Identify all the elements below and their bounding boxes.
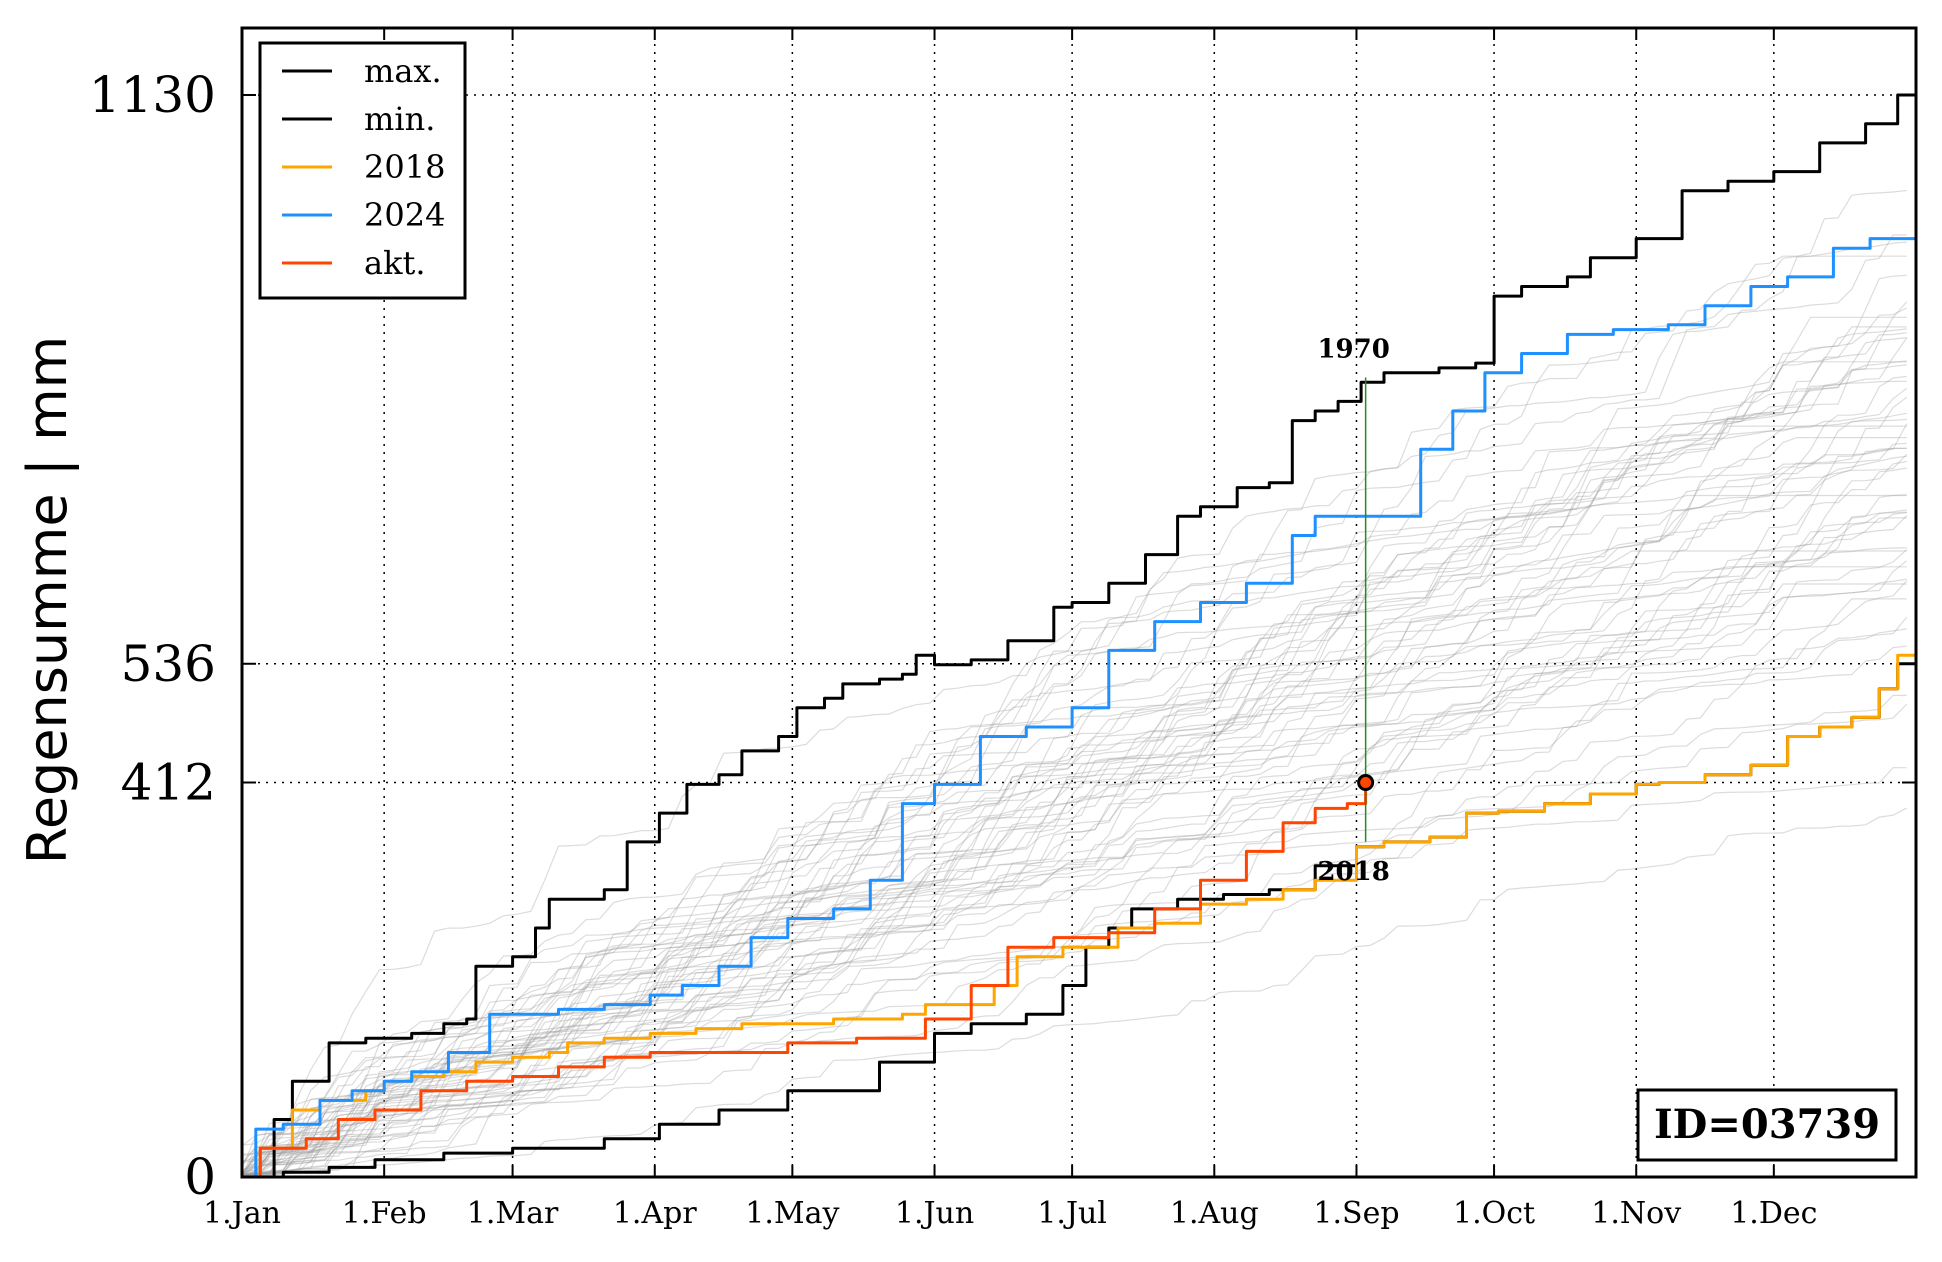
background-year-line <box>241 360 1907 1176</box>
background-year-line <box>241 547 1907 1164</box>
background-year-line <box>241 583 1907 1171</box>
axis-ticks: 1.Jan 1.Feb 1.Mar 1.Apr 1.May 1.Jun 1.Jul 1.Aug… <box>89 28 1916 1231</box>
y-tick-label: 536 <box>121 635 216 693</box>
background-year-line <box>241 442 1907 1177</box>
background-year-line <box>241 326 1907 1176</box>
legend-label: 2024 <box>364 196 445 234</box>
background-year-line <box>241 423 1908 1176</box>
annotations: 1970 2018 <box>1317 334 1389 886</box>
background-year-line <box>241 494 1907 1171</box>
background-year-line <box>241 255 1907 1178</box>
x-tick-label: 1.Mar <box>467 1196 559 1231</box>
background-year-line <box>241 412 1907 1177</box>
x-tick-label: 1.Dec <box>1730 1196 1817 1231</box>
background-year-line <box>241 694 1907 1177</box>
background-year-line <box>242 447 1907 1178</box>
background-year-line <box>241 517 1907 1178</box>
x-tick-label: 1.Sep <box>1313 1196 1399 1231</box>
background-year-line <box>241 703 1908 1176</box>
background-year-line <box>241 645 1907 1176</box>
background-year-line <box>241 307 1908 1146</box>
legend-frame <box>258 41 467 300</box>
id-text: ID=03739 <box>1654 1101 1880 1148</box>
x-tick-label: 1.Feb <box>342 1196 427 1231</box>
background-year-line <box>241 460 1907 1177</box>
background-year-line <box>241 512 1907 1172</box>
background-year-line <box>241 560 1908 1155</box>
legend-label: 2018 <box>364 148 445 186</box>
y-tick-label: 412 <box>121 754 216 812</box>
background-year-line <box>241 509 1907 1164</box>
background-year-line <box>242 566 1907 1177</box>
x-tick-label: 1.Jun <box>895 1196 974 1231</box>
series-line-max <box>242 93 1916 1179</box>
background-year-line <box>241 455 1907 1175</box>
legend-label: akt. <box>364 244 426 282</box>
id-box: ID=03739 <box>1636 1088 1898 1162</box>
background-year-line <box>241 361 1907 1175</box>
y-axis-label: Regensumme | mm <box>16 336 79 865</box>
series-line-2018 <box>242 645 1918 1179</box>
background-year-line <box>241 328 1907 1156</box>
x-tick-label: 1.Oct <box>1453 1196 1535 1231</box>
x-tick-label: 1.Jul <box>1037 1196 1107 1231</box>
background-year-line <box>241 332 1907 1177</box>
background-year-line <box>241 628 1907 1178</box>
background-year-line <box>241 364 1907 1175</box>
background-year-line <box>241 337 1908 1175</box>
background-year-line <box>241 234 1907 1177</box>
x-tick-label: 1.Jan <box>203 1196 281 1231</box>
background-year-line <box>241 418 1907 1178</box>
annotation-label: 1970 <box>1317 334 1389 364</box>
background-years <box>241 189 1908 1178</box>
background-year-line <box>241 380 1907 1176</box>
background-year-line <box>241 467 1907 1162</box>
x-tick-label: 1.Aug <box>1170 1196 1259 1231</box>
background-year-line <box>241 241 1907 1175</box>
background-year-line <box>241 616 1908 1176</box>
background-year-line <box>241 580 1908 1178</box>
background-year-line <box>241 301 1908 1176</box>
id-box-frame <box>1636 1088 1898 1162</box>
y-tick-label: 1130 <box>89 66 216 124</box>
background-year-line <box>241 515 1908 1177</box>
background-year-line <box>241 767 1907 1178</box>
background-year-line <box>241 598 1907 1177</box>
x-tick-label: 1.May <box>745 1196 839 1231</box>
legend-label: min. <box>364 100 435 138</box>
background-year-line <box>241 807 1908 1178</box>
background-year-line <box>241 511 1907 1176</box>
background-year-line <box>241 447 1907 1178</box>
background-year-line <box>241 396 1908 1176</box>
series-line-akt <box>242 782 1368 1179</box>
background-year-line <box>241 453 1908 1176</box>
series-layer <box>242 93 1918 1179</box>
background-year-line <box>241 274 1907 1176</box>
background-year-line <box>241 189 1907 1169</box>
background-year-line <box>241 316 1907 1177</box>
series-line-2024 <box>242 237 1916 1179</box>
background-year-line <box>241 337 1907 1178</box>
background-year-line <box>241 375 1907 1147</box>
background-year-line <box>241 550 1907 1165</box>
x-tick-label: 1.Nov <box>1591 1196 1681 1231</box>
x-tick-label: 1.Apr <box>613 1196 697 1231</box>
legend: max. min. 2018 2024 akt. <box>258 41 467 300</box>
y-tick-label: 0 <box>184 1148 216 1206</box>
legend-label: max. <box>364 52 442 90</box>
plot-frame <box>240 26 1918 1179</box>
current-value-marker <box>1357 774 1375 792</box>
background-year-line <box>241 494 1907 1164</box>
background-year-line <box>241 437 1907 1176</box>
annotation-label: 2018 <box>1317 857 1389 887</box>
